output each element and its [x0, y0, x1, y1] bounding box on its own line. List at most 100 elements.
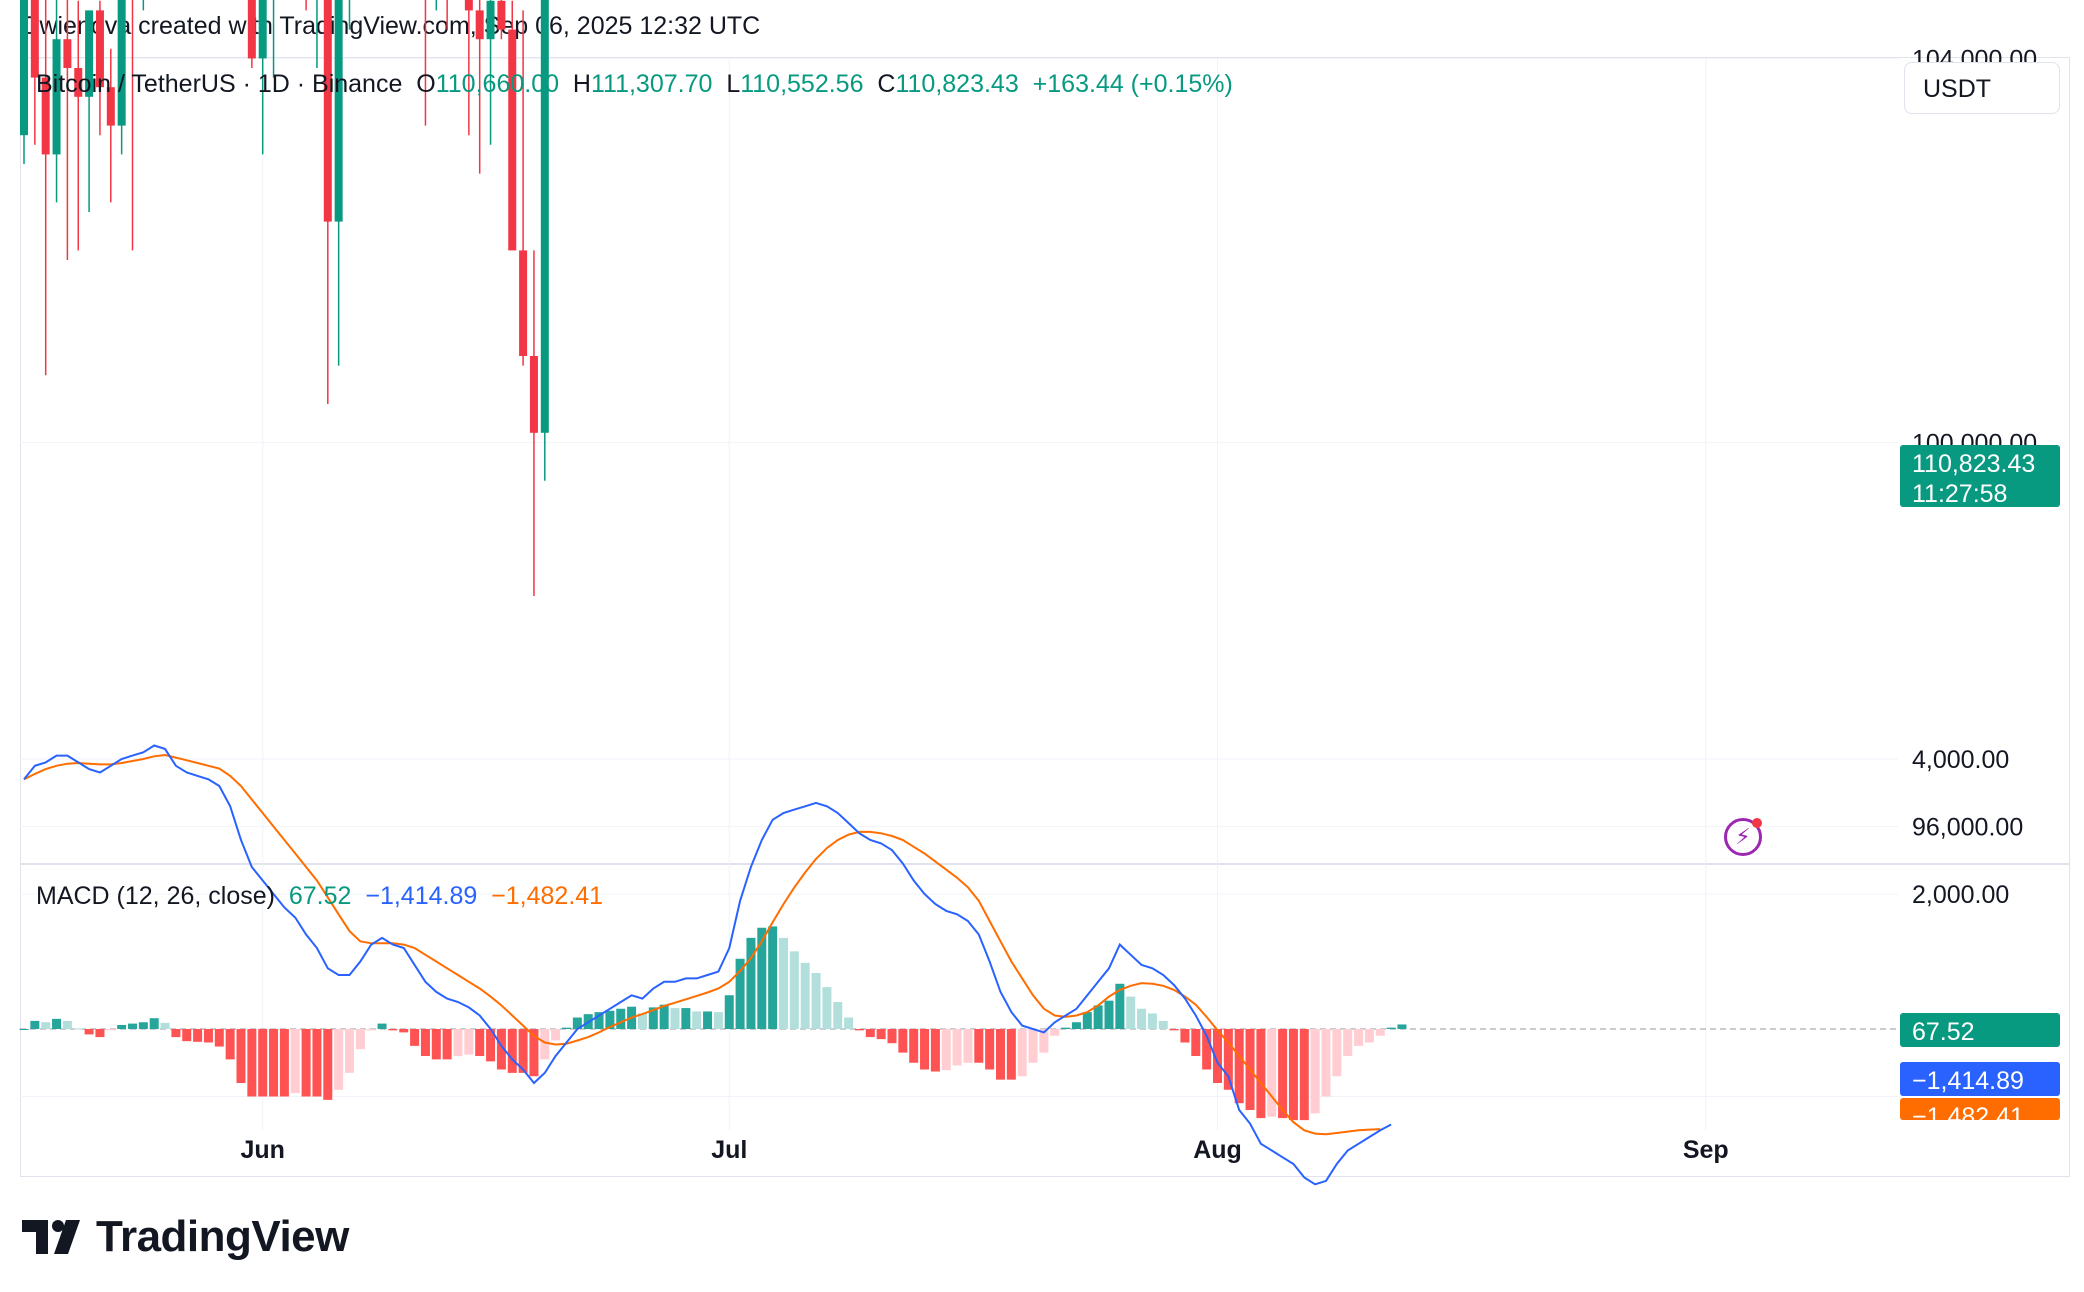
candle-body	[106, 87, 115, 126]
macd-histogram-bar	[171, 1029, 181, 1038]
macd-histogram-bar	[996, 1029, 1005, 1080]
macd-histogram-bar	[648, 1007, 658, 1029]
macd-indicator-name[interactable]: MACD (12, 26, close)	[36, 882, 275, 910]
macd-histogram-bar	[203, 1029, 213, 1043]
macd-histogram-bar	[822, 987, 832, 1029]
brand-name: TradingView	[96, 1212, 349, 1261]
low-value: 110,552.56	[740, 70, 864, 98]
time-tick-label: Jul	[711, 1136, 747, 1164]
high-label: H	[572, 70, 591, 98]
lightning-icon[interactable]: ⚡	[1724, 818, 1762, 856]
macd-histogram-bar	[301, 1029, 311, 1097]
macd-histogram-bar	[800, 962, 810, 1029]
macd-histogram-bar	[1234, 1029, 1244, 1104]
macd-histogram-bar	[1267, 1029, 1277, 1117]
macd-histogram-bar	[985, 1029, 995, 1070]
macd-histogram-bar	[345, 1029, 354, 1073]
macd-histogram-bar	[30, 1020, 40, 1029]
macd-histogram-bar	[182, 1029, 192, 1042]
axes: 96,000.00100,000.00104,000.00108,000.001…	[240, 45, 2037, 1164]
brand-logo[interactable]: TradingView	[22, 1212, 349, 1262]
macd-histogram-bar	[1180, 1029, 1190, 1043]
macd-histogram-bar	[952, 1029, 962, 1066]
macd-histogram-bar	[128, 1023, 137, 1029]
price-tick-label: 96,000.00	[1912, 813, 2023, 841]
macd-histogram-bar	[1137, 1008, 1147, 1029]
macd-histogram-bar	[496, 1029, 506, 1070]
macd-histogram-bar	[844, 1017, 854, 1029]
macd-histogram-bar	[19, 1029, 29, 1030]
macd-histogram-bar	[898, 1029, 908, 1053]
macd-histogram-bar	[1321, 1029, 1331, 1097]
low-label: L	[726, 70, 741, 98]
candle-body	[63, 39, 72, 68]
last-price-tag-text: 11:27:58	[1912, 480, 2007, 508]
candle-body	[475, 10, 484, 40]
macd-histogram-bar	[279, 1029, 289, 1097]
macd-histogram-bar	[410, 1029, 420, 1046]
macd-histogram-bar	[1332, 1029, 1342, 1077]
macd-histogram-bar	[1082, 1012, 1092, 1029]
macd-histogram-bar	[713, 1012, 723, 1029]
macd-histogram-bar	[735, 958, 745, 1029]
macd-signal-tag: −1,482.41	[1900, 1098, 2060, 1131]
macd-histogram-bar	[1093, 1005, 1103, 1029]
macd-hist-tag-text: 67.52	[1912, 1018, 1975, 1046]
macd-histogram-bar	[1202, 1029, 1212, 1070]
macd-histogram-bar	[1191, 1029, 1201, 1056]
macd-histogram-bar	[420, 1029, 430, 1056]
change-value: +163.44 (+0.15%)	[1032, 70, 1233, 98]
candle-body	[20, 0, 28, 136]
macd-histogram-bar	[562, 1027, 571, 1029]
macd-histogram-bar	[746, 937, 756, 1029]
macd-histogram-bar	[1061, 1027, 1071, 1029]
macd-histogram-bar	[637, 1013, 647, 1029]
macd-line-tag-text: −1,414.89	[1912, 1067, 2024, 1095]
macd-histogram-bar	[529, 1029, 539, 1077]
macd-histogram-bar	[724, 995, 734, 1029]
macd-histogram-bar	[160, 1022, 170, 1029]
macd-hist-tag-bg	[1900, 1013, 2060, 1047]
candle-body	[529, 356, 538, 433]
macd-histogram-bar	[442, 1029, 452, 1060]
macd-histogram-bar	[540, 1029, 550, 1060]
macd-histogram-bar	[1354, 1029, 1364, 1046]
candle-body	[323, 0, 332, 222]
macd-histogram-bar	[366, 1029, 376, 1031]
macd-histogram-bar	[193, 1029, 203, 1042]
macd-line-tag: −1,414.89	[1900, 1062, 2060, 1096]
close-value: 110,823.43	[895, 70, 1019, 98]
chart-frame	[20, 57, 2070, 1177]
symbol-name[interactable]: Bitcoin / TetherUS · 1D · Binance	[36, 70, 403, 98]
macd-histogram-bar	[1397, 1024, 1407, 1029]
macd-lines	[23, 744, 1392, 1186]
macd-histogram-bar	[1104, 1000, 1114, 1029]
macd-histogram-bar	[1386, 1027, 1396, 1029]
candle-body	[508, 29, 517, 251]
macd-hist-value: 67.52	[288, 882, 352, 910]
candle-body	[486, 0, 495, 40]
macd-histogram-bar	[1115, 983, 1125, 1029]
macd-histogram-bar	[52, 1018, 62, 1029]
macd-signal-tag-bg	[1900, 1098, 2060, 1120]
candle-body	[464, 0, 473, 11]
macd-signal-value: −1,482.41	[491, 882, 604, 910]
price-candles	[20, 0, 549, 596]
candle-body	[30, 0, 39, 78]
macd-histogram-bar	[95, 1029, 105, 1038]
currency-button[interactable]: USDT	[1904, 62, 2060, 114]
macd-histogram-bar	[1364, 1029, 1374, 1043]
macd-line-value: −1,414.89	[365, 882, 478, 910]
macd-histogram-bar	[1256, 1029, 1266, 1119]
macd-histogram-bar	[106, 1029, 116, 1031]
macd-histogram-bar	[377, 1023, 387, 1029]
macd-histogram-bar	[1223, 1029, 1233, 1090]
macd-histogram-bar	[1288, 1029, 1298, 1121]
macd-histogram	[19, 926, 1407, 1121]
macd-histogram-bar	[1169, 1029, 1179, 1031]
macd-histogram-bar	[1050, 1029, 1060, 1036]
macd-line-tag-bg	[1900, 1062, 2060, 1096]
time-tick-label: Jun	[240, 1136, 284, 1164]
